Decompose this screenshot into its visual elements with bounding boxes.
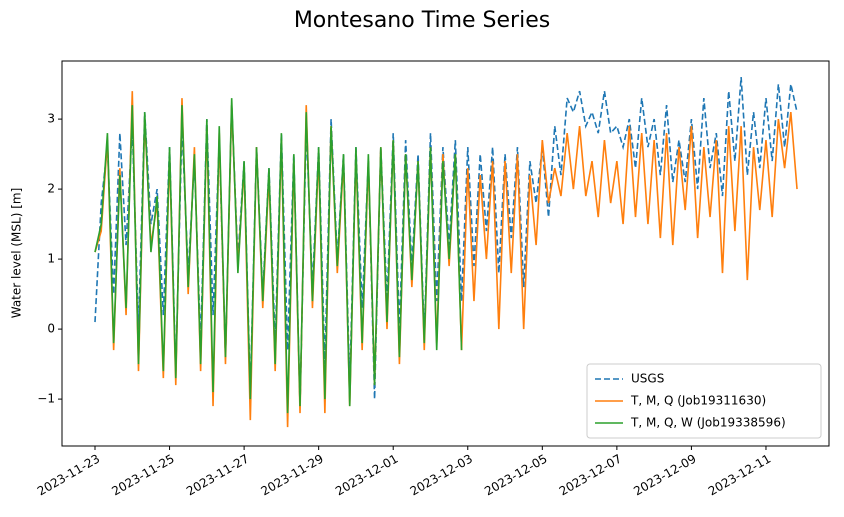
legend: USGS T, M, Q (Job19311630) T, M, Q, W (Job… <box>586 363 822 439</box>
y-tick-label: 0 <box>47 322 55 336</box>
legend-label: USGS <box>631 372 664 386</box>
plot-frame <box>61 60 830 447</box>
y-tick-label: 2 <box>47 182 55 196</box>
legend-box <box>586 363 822 439</box>
chart-title: Montesano Time Series <box>294 8 550 33</box>
legend-label: T, M, Q, W (Job19338596) <box>630 416 786 430</box>
series-line <box>94 77 798 407</box>
legend-label: T, M, Q (Job19311630) <box>630 394 766 408</box>
y-tick-label: −1 <box>37 392 55 406</box>
series-line <box>94 98 463 414</box>
y-tick-label: 3 <box>47 112 55 126</box>
y-axis-label: Water level (MSL) [m] <box>10 188 24 319</box>
y-tick-label: 1 <box>47 252 55 266</box>
